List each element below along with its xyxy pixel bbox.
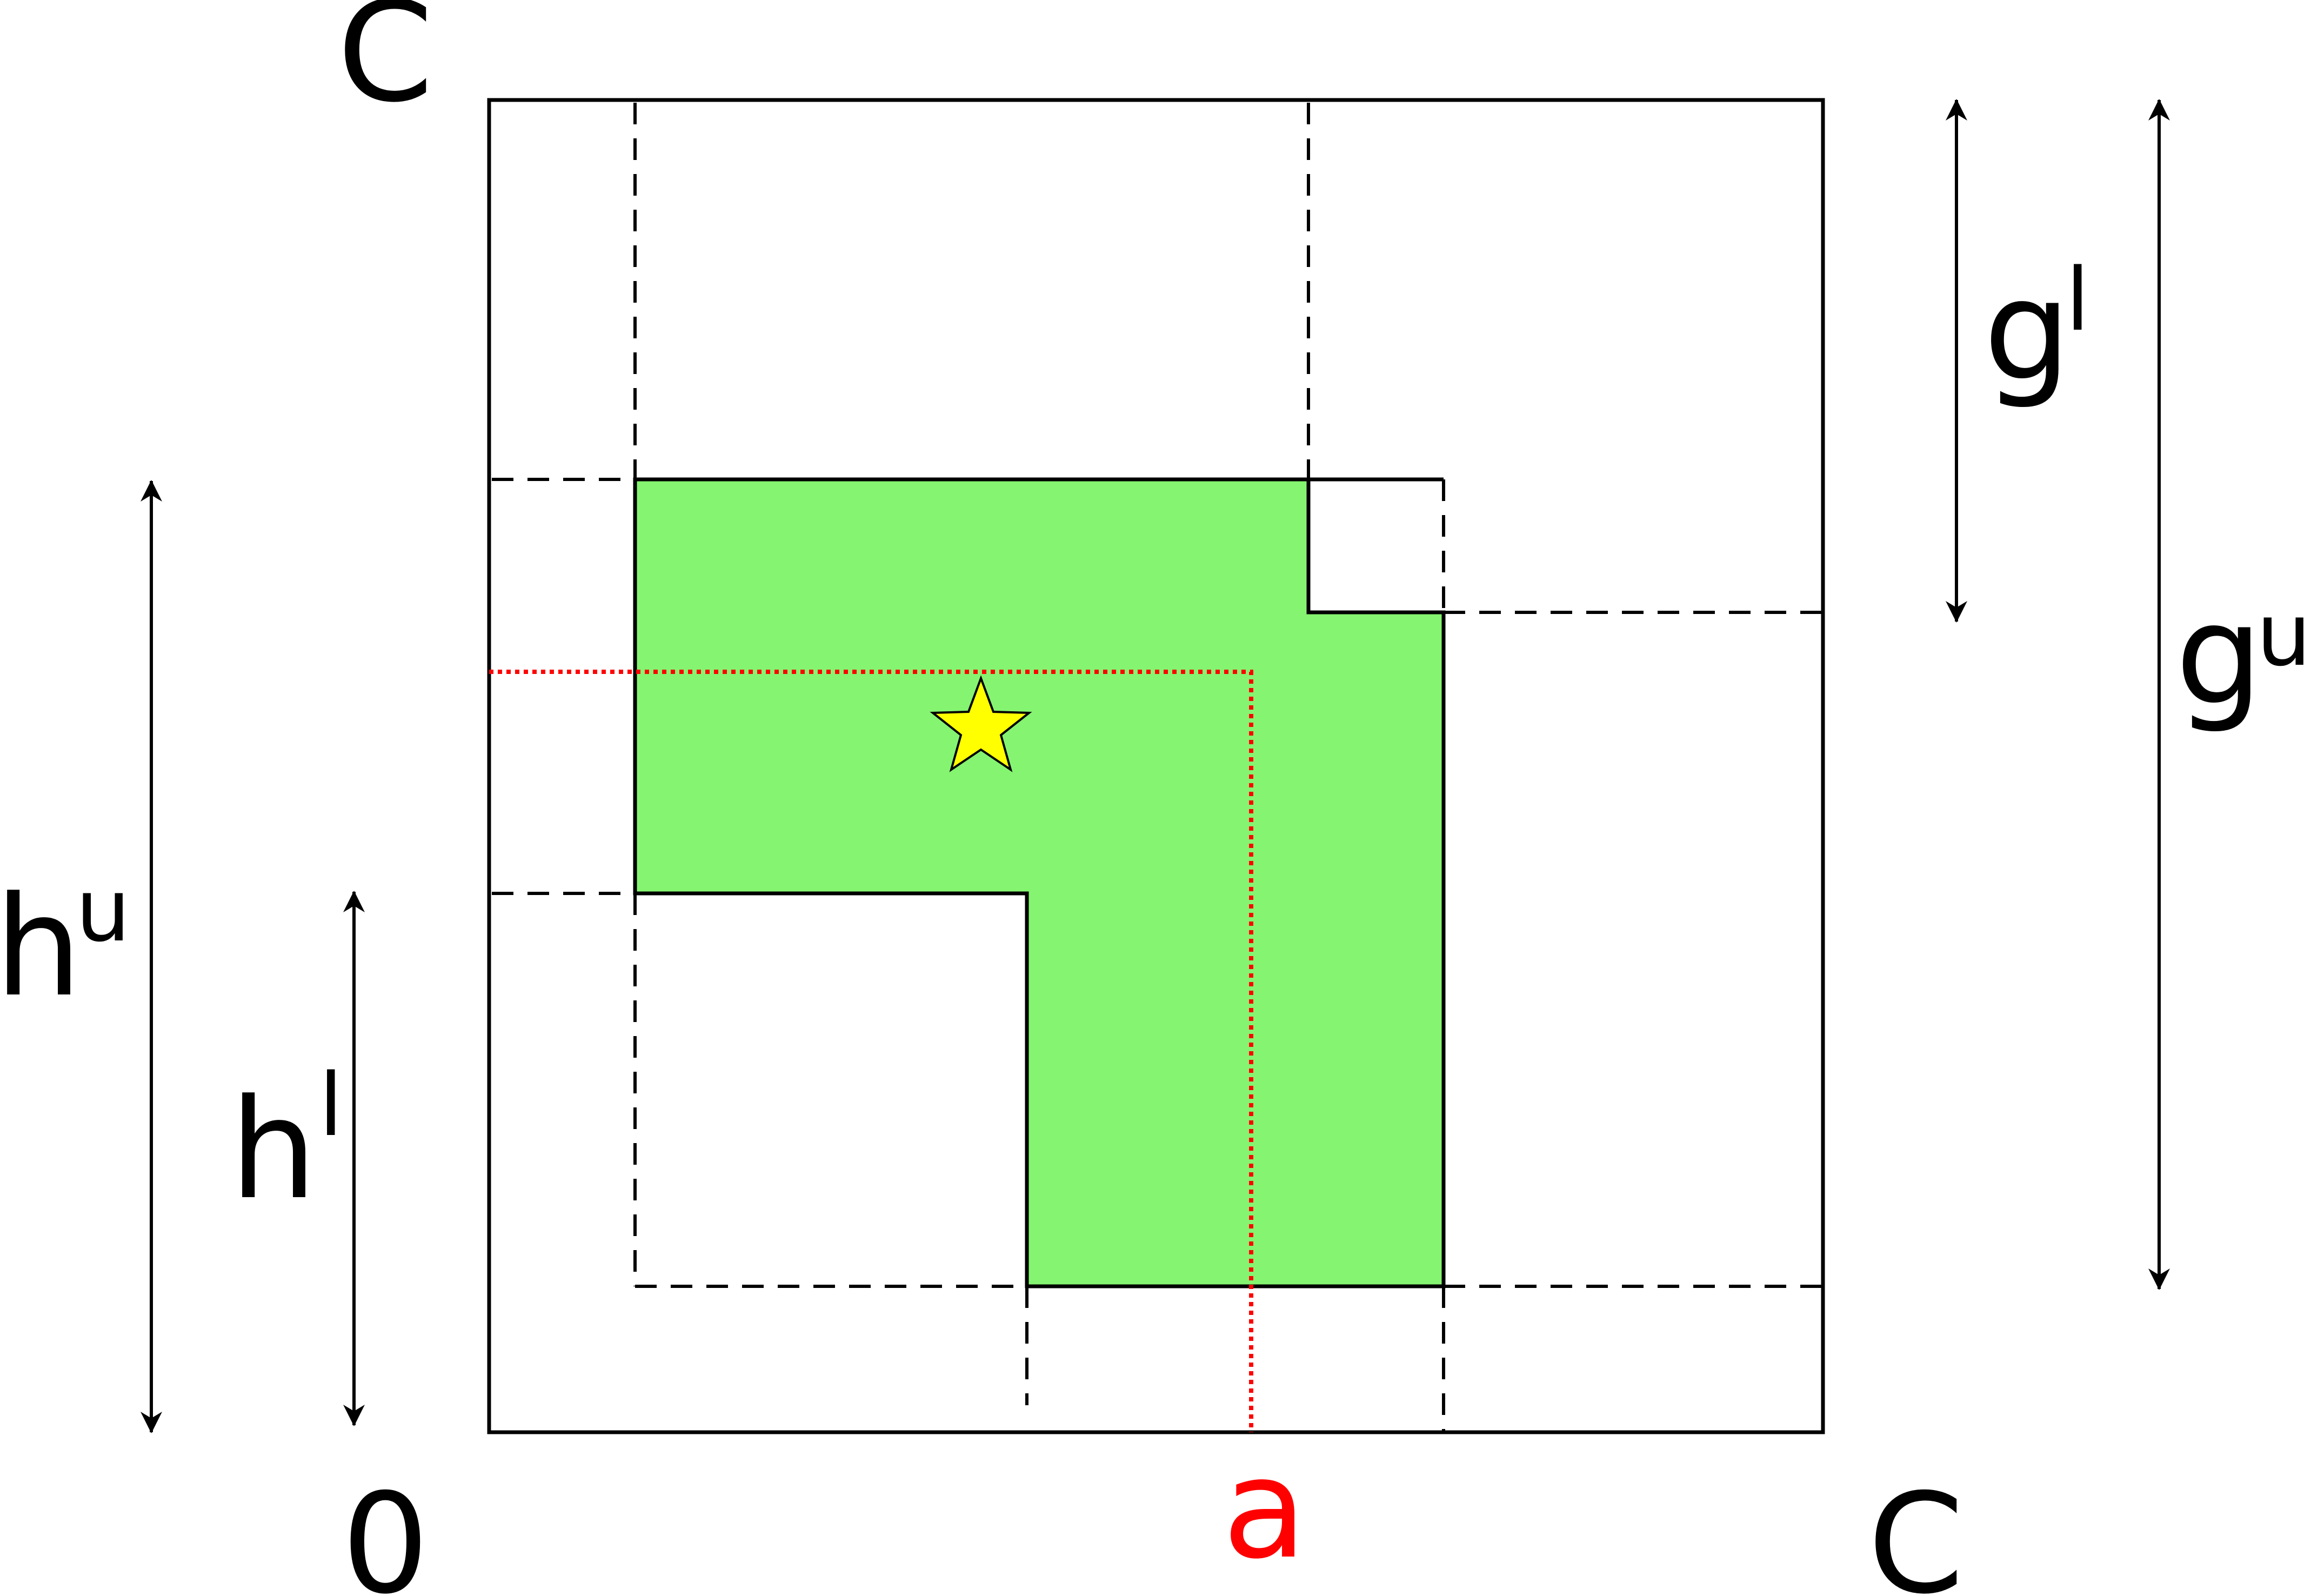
label-g-l: g (1983, 251, 2071, 411)
label-h-u-base: h (0, 867, 82, 1027)
green-region (635, 479, 1444, 1286)
label-a: a (1223, 1429, 1307, 1590)
label-g-u-base: g (2175, 575, 2263, 736)
label-g-l-base: g (1983, 251, 2071, 411)
label-g-u-sup: u (2256, 584, 2311, 685)
label-h-l-sup: l (319, 1054, 343, 1156)
label-h-u-sup: u (76, 860, 130, 961)
label-h-l-base: h (230, 1070, 317, 1230)
label-c-right: C (1868, 1464, 1964, 1596)
label-h-u: h (0, 867, 82, 1027)
label-h-l: h (230, 1070, 317, 1230)
small-square-outline (1308, 479, 1444, 612)
label-g-u: g (2175, 575, 2263, 736)
label-c-top: C (337, 0, 433, 133)
label-g-l-sup: l (2066, 249, 2089, 350)
label-zero: 0 (342, 1464, 429, 1596)
